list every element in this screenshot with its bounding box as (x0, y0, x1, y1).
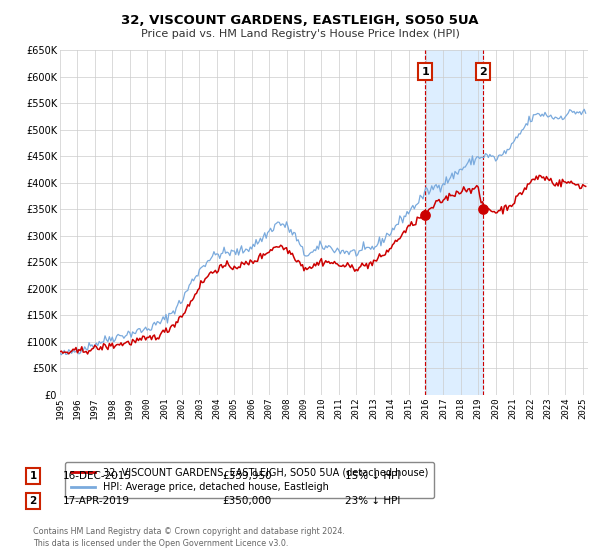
Text: 2: 2 (29, 496, 37, 506)
Point (421, 210, 430, 219)
Text: 2: 2 (479, 67, 487, 77)
Text: Contains HM Land Registry data © Crown copyright and database right 2024.: Contains HM Land Registry data © Crown c… (33, 528, 345, 536)
Bar (425, 50, 483, 395)
Text: 16-DEC-2015: 16-DEC-2015 (63, 471, 132, 481)
Text: 23% ↓ HPI: 23% ↓ HPI (345, 496, 400, 506)
Text: 17-APR-2019: 17-APR-2019 (63, 496, 130, 506)
Text: £350,000: £350,000 (222, 496, 271, 506)
Point (478, 205, 488, 214)
Text: 1: 1 (421, 67, 429, 77)
Text: 15% ↓ HPI: 15% ↓ HPI (345, 471, 400, 481)
Legend: 32, VISCOUNT GARDENS, EASTLEIGH, SO50 5UA (detached house), HPI: Average price, : 32, VISCOUNT GARDENS, EASTLEIGH, SO50 5U… (65, 461, 434, 498)
Text: Price paid vs. HM Land Registry's House Price Index (HPI): Price paid vs. HM Land Registry's House … (140, 29, 460, 39)
Text: 1: 1 (29, 471, 37, 481)
Text: 32, VISCOUNT GARDENS, EASTLEIGH, SO50 5UA: 32, VISCOUNT GARDENS, EASTLEIGH, SO50 5U… (121, 14, 479, 27)
Text: This data is licensed under the Open Government Licence v3.0.: This data is licensed under the Open Gov… (33, 539, 289, 548)
Text: £339,950: £339,950 (222, 471, 272, 481)
